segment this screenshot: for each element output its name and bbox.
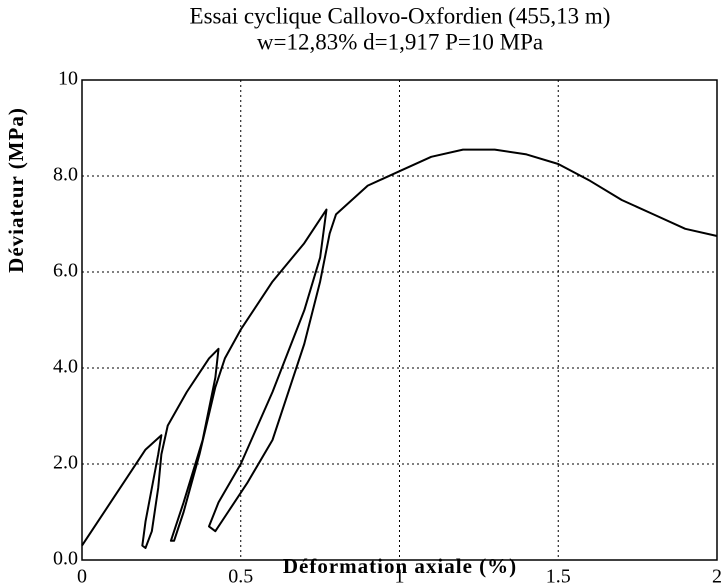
x-tick-label: 2 <box>712 566 722 583</box>
plot-frame <box>81 79 718 561</box>
y-tick-label: 2.0 <box>53 452 78 474</box>
chart-title: Essai cyclique Callovo-Oxfordien (455,13… <box>190 3 611 28</box>
y-tick-label: 10 <box>58 68 78 90</box>
x-tick-label: 0.5 <box>228 566 253 583</box>
x-tick-label: 1.5 <box>546 566 571 583</box>
y-tick-label: 8.0 <box>53 164 78 186</box>
y-tick-label: 4.0 <box>53 356 78 378</box>
x-axis-label: Déformation axiale (%) <box>283 554 517 578</box>
y-tick-label: 0.0 <box>53 548 78 570</box>
chart-subtitle: w=12,83% d=1,917 P=10 MPa <box>257 29 543 54</box>
data-line <box>81 148 718 549</box>
y-tick-label: 6.0 <box>53 260 78 282</box>
y-axis-label: Déviateur (MPa) <box>4 107 28 273</box>
x-tick-label: 1 <box>395 566 405 583</box>
x-tick-label: 0 <box>77 566 87 583</box>
